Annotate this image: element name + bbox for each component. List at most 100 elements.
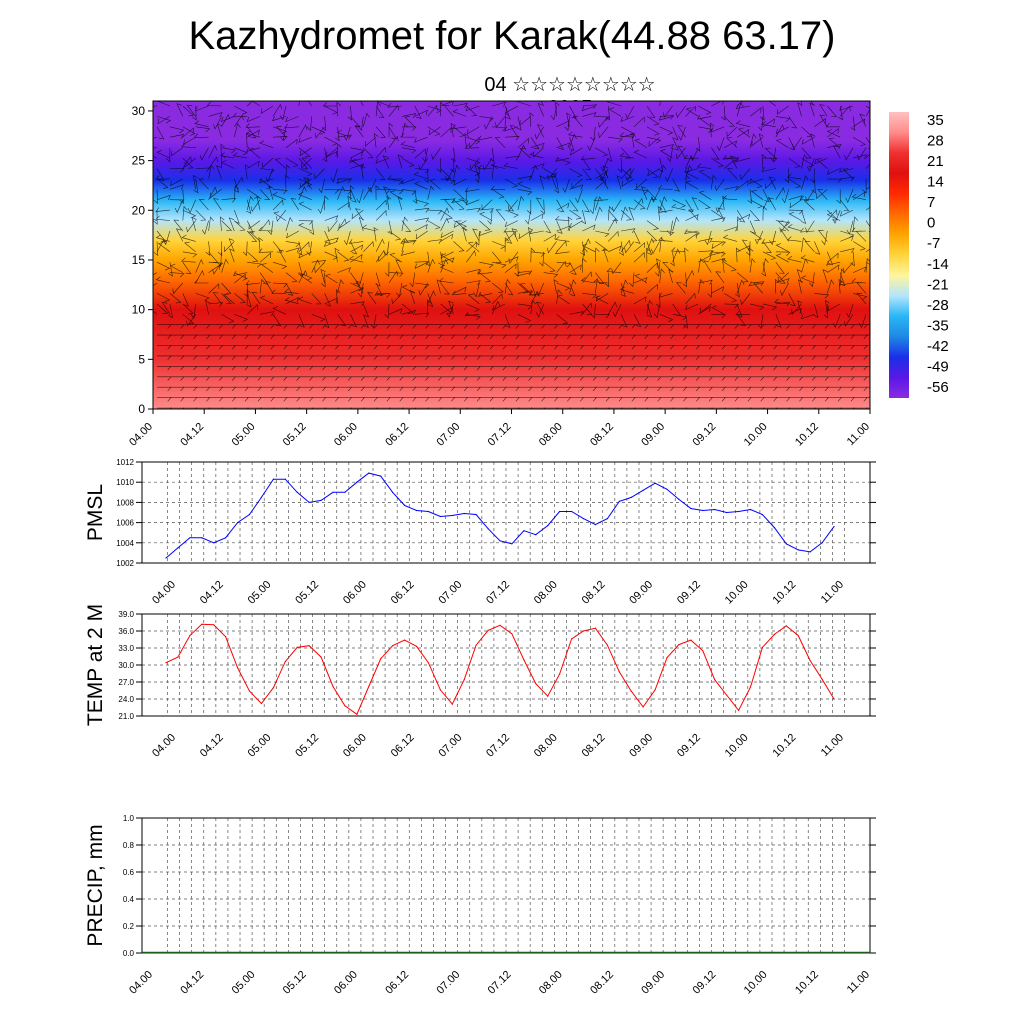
x-tick-label: 07.12 (484, 579, 512, 607)
wind-barb (832, 145, 841, 159)
series-point (642, 706, 644, 708)
wind-barb (620, 279, 629, 294)
wind-barb (722, 155, 738, 160)
series-point (356, 481, 358, 483)
wind-barb (276, 126, 287, 138)
wind-barb (220, 160, 235, 169)
wind-barb (688, 209, 699, 221)
wind-barb (491, 251, 502, 263)
wind-barb (530, 137, 540, 150)
wind-barb (173, 219, 184, 232)
wind-barb (569, 168, 583, 178)
wind-barb (602, 248, 609, 263)
wind-barb (324, 150, 338, 159)
wind-barb (221, 258, 229, 273)
wind-barb (786, 173, 802, 180)
wind-barb (556, 137, 565, 150)
series-point (738, 510, 740, 513)
wind-barb (624, 241, 635, 254)
wind-barb (343, 126, 351, 141)
wind-barb (388, 104, 399, 117)
wind-barb (762, 251, 777, 261)
wind-barb (473, 282, 480, 298)
wind-barb (284, 297, 299, 305)
wind-barb (672, 199, 687, 208)
wind-barb (695, 137, 701, 152)
wind-barb (768, 101, 776, 107)
wind-barb (285, 272, 298, 283)
wind-barb (212, 262, 222, 275)
series-point (571, 638, 573, 640)
wind-barb (631, 133, 637, 148)
wind-barb (479, 272, 492, 283)
wind-barb (195, 293, 210, 301)
wind-barb (750, 190, 764, 200)
wind-barb (249, 231, 261, 242)
wind-barb (530, 251, 546, 257)
wind-barb (431, 147, 441, 160)
series-line (165, 623, 835, 716)
series-point (594, 524, 597, 526)
wind-barb (401, 303, 414, 314)
wind-barb (811, 178, 816, 194)
wind-barb (775, 124, 785, 138)
wind-barb (414, 148, 426, 159)
wind-barb (245, 130, 261, 138)
colorbar-label: 35 (927, 112, 944, 129)
wind-barb (620, 206, 628, 221)
wind-barb (265, 281, 274, 294)
wind-barb (684, 167, 699, 173)
wind-barb (221, 293, 232, 304)
wind-barb (182, 155, 192, 169)
wind-barb (827, 251, 834, 266)
wind-barb (581, 105, 596, 112)
wind-barb (440, 253, 454, 263)
wind-barb (440, 207, 450, 221)
wind-barb (182, 205, 188, 221)
wind-barb (303, 177, 312, 190)
wind-barb (363, 112, 370, 127)
wind-barb (492, 282, 504, 293)
wind-barb (477, 291, 493, 297)
wind-barb (298, 168, 313, 177)
wind-barb (784, 168, 789, 184)
wind-barb (234, 114, 244, 127)
wind-barb (508, 199, 519, 212)
wind-barb (581, 210, 587, 225)
wind-barb (208, 186, 218, 200)
wind-barb (595, 168, 605, 181)
wind-barb (182, 209, 197, 219)
wind-barb (401, 113, 417, 119)
wind-barb (852, 241, 866, 251)
series-point (547, 695, 549, 697)
wind-barb (852, 266, 867, 273)
wind-barb (677, 145, 686, 159)
wind-barb (646, 126, 660, 136)
wind-barb (797, 300, 803, 315)
series-point (511, 543, 513, 545)
wind-barb (595, 278, 601, 294)
wind-barb (729, 155, 738, 169)
series-point (571, 510, 573, 513)
wind-barb (685, 214, 699, 221)
wind-barb (600, 157, 609, 172)
series-point (392, 491, 394, 493)
wind-barb (575, 189, 583, 204)
wind-barb (217, 241, 223, 257)
colorbar-label: 21 (927, 153, 944, 170)
wind-barb (370, 314, 377, 329)
wind-barb (351, 209, 364, 220)
wind-barb (375, 126, 386, 138)
wind-barb (775, 126, 789, 135)
series-point (714, 508, 716, 511)
wind-barb (711, 305, 725, 315)
wind-barb (323, 241, 338, 247)
wind-barb (213, 116, 222, 130)
wind-barb (736, 245, 751, 253)
wind-barb (504, 263, 517, 273)
wind-barb (747, 189, 753, 204)
wind-barb (414, 105, 422, 119)
wind-barb (246, 293, 252, 308)
x-tick-label: 04.00 (127, 421, 155, 449)
wind-barb (251, 101, 261, 107)
